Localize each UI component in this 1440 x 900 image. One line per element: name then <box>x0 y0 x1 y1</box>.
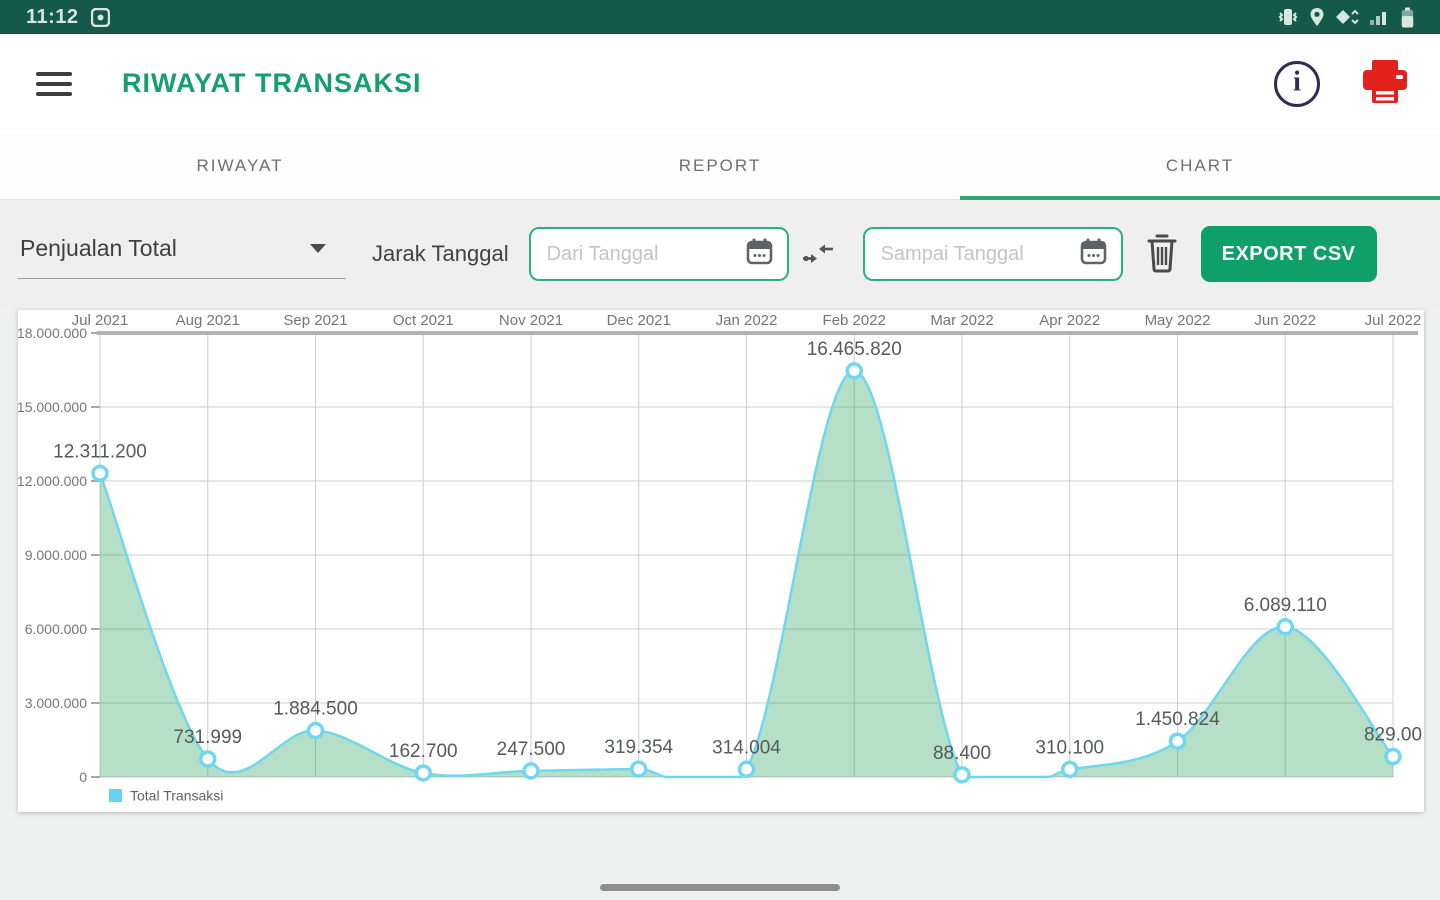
vibrate-icon <box>1277 7 1299 27</box>
x-tick-label: May 2022 <box>1145 312 1211 329</box>
legend-label: Total Transaksi <box>130 788 223 804</box>
export-csv-button[interactable]: EXPORT CSV <box>1200 226 1377 282</box>
data-point[interactable] <box>522 762 540 780</box>
data-point[interactable] <box>1061 760 1079 779</box>
metric-dropdown[interactable]: Penjualan Total <box>18 229 346 279</box>
point-value-label: 12.311.200 <box>53 441 147 462</box>
y-tick-label: 3.000.000 <box>25 695 87 711</box>
x-tick-label: Apr 2022 <box>1039 312 1100 329</box>
y-tick-label: 0 <box>79 769 87 785</box>
point-value-label: 247.500 <box>497 739 566 760</box>
x-tick-label: Sep 2021 <box>283 312 347 329</box>
data-point[interactable] <box>414 764 432 782</box>
location-icon <box>1309 7 1325 27</box>
data-point[interactable] <box>737 760 756 779</box>
point-value-label: 731.999 <box>173 727 242 748</box>
info-icon[interactable] <box>1274 60 1320 107</box>
x-tick-label: Jul 2021 <box>72 312 129 329</box>
x-tick-label: Aug 2021 <box>176 312 240 329</box>
app-bar: RIWAYAT TRANSAKSI <box>0 34 1440 133</box>
date-to-input[interactable] <box>880 242 1080 266</box>
x-tick-label: Dec 2021 <box>607 312 671 329</box>
point-value-label: 314.004 <box>712 737 781 758</box>
data-point[interactable] <box>1276 618 1294 636</box>
y-tick-label: 6.000.000 <box>25 621 87 637</box>
point-value-label: 162.700 <box>389 741 458 762</box>
x-tick-label: Mar 2022 <box>930 312 993 329</box>
tab-report[interactable]: REPORT <box>678 156 762 175</box>
legend-swatch <box>109 789 122 802</box>
date-to-field[interactable] <box>862 227 1123 281</box>
tab-riwayat[interactable]: RIWAYAT <box>196 156 284 175</box>
tab-chart[interactable]: CHART <box>960 133 1440 200</box>
x-tick-label: Jun 2022 <box>1254 312 1316 329</box>
x-tick-label: Oct 2021 <box>393 312 454 329</box>
notification-icon <box>90 7 110 27</box>
data-point[interactable] <box>1384 747 1402 766</box>
y-tick-label: 15.000.000 <box>18 399 87 415</box>
data-point[interactable] <box>306 721 325 740</box>
date-range-label: Jarak Tanggal <box>372 241 509 266</box>
point-value-label: 16.465.820 <box>807 339 902 360</box>
transactions-area-chart: 18.000.000 15.000.000 12.000.000 9.000.000 6… <box>18 312 1422 804</box>
point-value-label: 1.450.824 <box>1135 709 1220 730</box>
point-value-label: 88.400 <box>933 743 991 764</box>
data-point[interactable] <box>199 750 217 768</box>
menu-icon[interactable] <box>36 69 76 99</box>
printer-icon[interactable] <box>1360 59 1410 108</box>
trash-icon[interactable] <box>1145 233 1179 276</box>
filter-bar: Penjualan Total Jarak Tanggal EXPORT CSV <box>0 200 1440 308</box>
data-point[interactable] <box>845 362 863 380</box>
y-tick-label: 12.000.000 <box>18 473 87 489</box>
x-tick-label: Jan 2022 <box>716 312 778 329</box>
metric-dropdown-value: Penjualan Total <box>20 235 177 261</box>
status-bar: 11:12 <box>0 0 1440 34</box>
battery-icon <box>1401 7 1414 28</box>
home-gesture-bar[interactable] <box>600 884 840 891</box>
signal-icon <box>1369 7 1391 27</box>
tab-bar: RIWAYAT REPORT CHART <box>0 133 1440 200</box>
point-value-label: 319.354 <box>604 737 673 758</box>
data-point[interactable] <box>1168 732 1187 750</box>
y-tick-label: 9.000.000 <box>25 547 87 563</box>
data-point[interactable] <box>953 766 971 784</box>
network-icon <box>1335 7 1359 27</box>
page-title: RIWAYAT TRANSAKSI <box>122 68 422 98</box>
point-value-label: 829.00 <box>1364 725 1422 746</box>
calendar-icon[interactable] <box>1080 238 1107 271</box>
x-tick-label: Nov 2021 <box>499 312 563 329</box>
status-time: 11:12 <box>26 5 79 28</box>
date-from-field[interactable] <box>528 227 789 281</box>
series-area-fill <box>100 370 1393 777</box>
point-value-label: 1.884.500 <box>273 699 358 720</box>
y-tick-label: 18.000.000 <box>18 325 87 341</box>
data-point[interactable] <box>630 760 648 778</box>
chevron-down-icon <box>310 244 326 253</box>
point-value-label: 6.089.110 <box>1244 595 1327 616</box>
calendar-icon[interactable] <box>746 238 773 271</box>
data-point[interactable] <box>91 464 109 483</box>
chart-panel: 18.000.000 15.000.000 12.000.000 9.000.000 6… <box>18 310 1424 812</box>
x-tick-label: Feb 2022 <box>823 312 886 329</box>
x-tick-label: Jul 2022 <box>1365 312 1422 329</box>
swap-arrows-icon <box>799 239 837 269</box>
point-value-label: 310.100 <box>1035 737 1104 758</box>
date-from-input[interactable] <box>546 242 746 266</box>
